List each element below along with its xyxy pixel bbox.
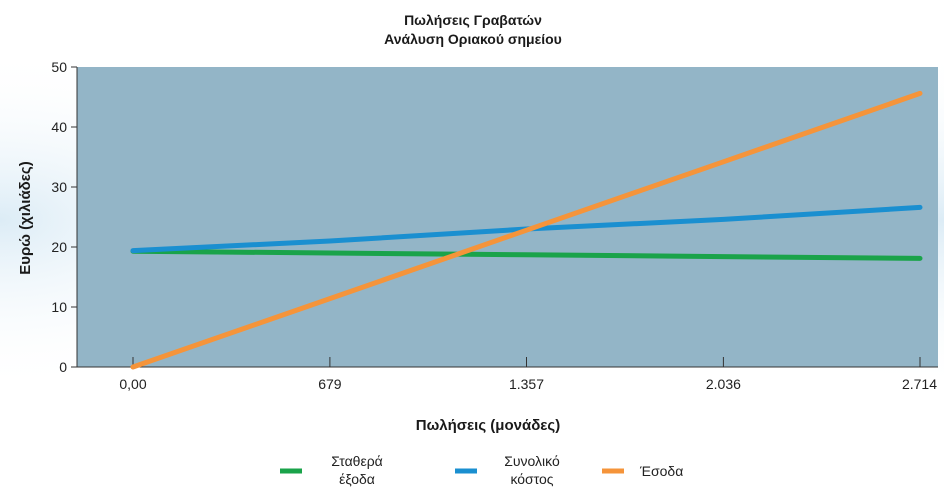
x-tick-label: 0,00 [119, 376, 146, 392]
x-tick-label: 2.036 [706, 376, 741, 392]
legend-label: έξοδα [339, 471, 375, 487]
y-axis: 0 10 20 30 40 50 [51, 59, 78, 375]
y-axis-label: Ευρώ (χιλιάδες) [17, 161, 34, 274]
series-lines [130, 90, 923, 370]
legend: Σταθερά έξοδα Συνολικό κόστος Έσοδα [280, 453, 683, 487]
y-tick-label: 50 [51, 59, 67, 75]
y-tick-label: 10 [51, 299, 67, 315]
plot-area [77, 67, 938, 367]
legend-item-2: Έσοδα [602, 463, 683, 479]
legend-label: Σταθερά [331, 453, 383, 469]
series-line-2 [130, 90, 923, 370]
x-tick-label: 2.714 [902, 376, 937, 392]
chart-title-line-2: Ανάλυση Οριακού σημείου [384, 31, 562, 47]
legend-item-1: Συνολικό κόστος [455, 453, 560, 487]
legend-item-0: Σταθερά έξοδα [280, 453, 383, 487]
y-tick-label: 20 [51, 239, 67, 255]
y-tick-label: 0 [59, 359, 67, 375]
series-line-0 [130, 248, 923, 261]
y-tick-label: 40 [51, 119, 67, 135]
x-tick-label: 1.357 [509, 376, 544, 392]
y-tick-label: 30 [51, 179, 67, 195]
x-tick-label: 679 [318, 376, 342, 392]
x-axis: 0,00 679 1.357 2.036 2.714 [77, 357, 938, 392]
legend-label: Έσοδα [639, 463, 683, 479]
legend-label: κόστος [510, 471, 553, 487]
legend-label: Συνολικό [504, 453, 560, 469]
x-axis-label: Πωλήσεις (μονάδες) [416, 417, 560, 434]
chart-title-line-1: Πωλήσεις Γραβατών [404, 12, 542, 28]
